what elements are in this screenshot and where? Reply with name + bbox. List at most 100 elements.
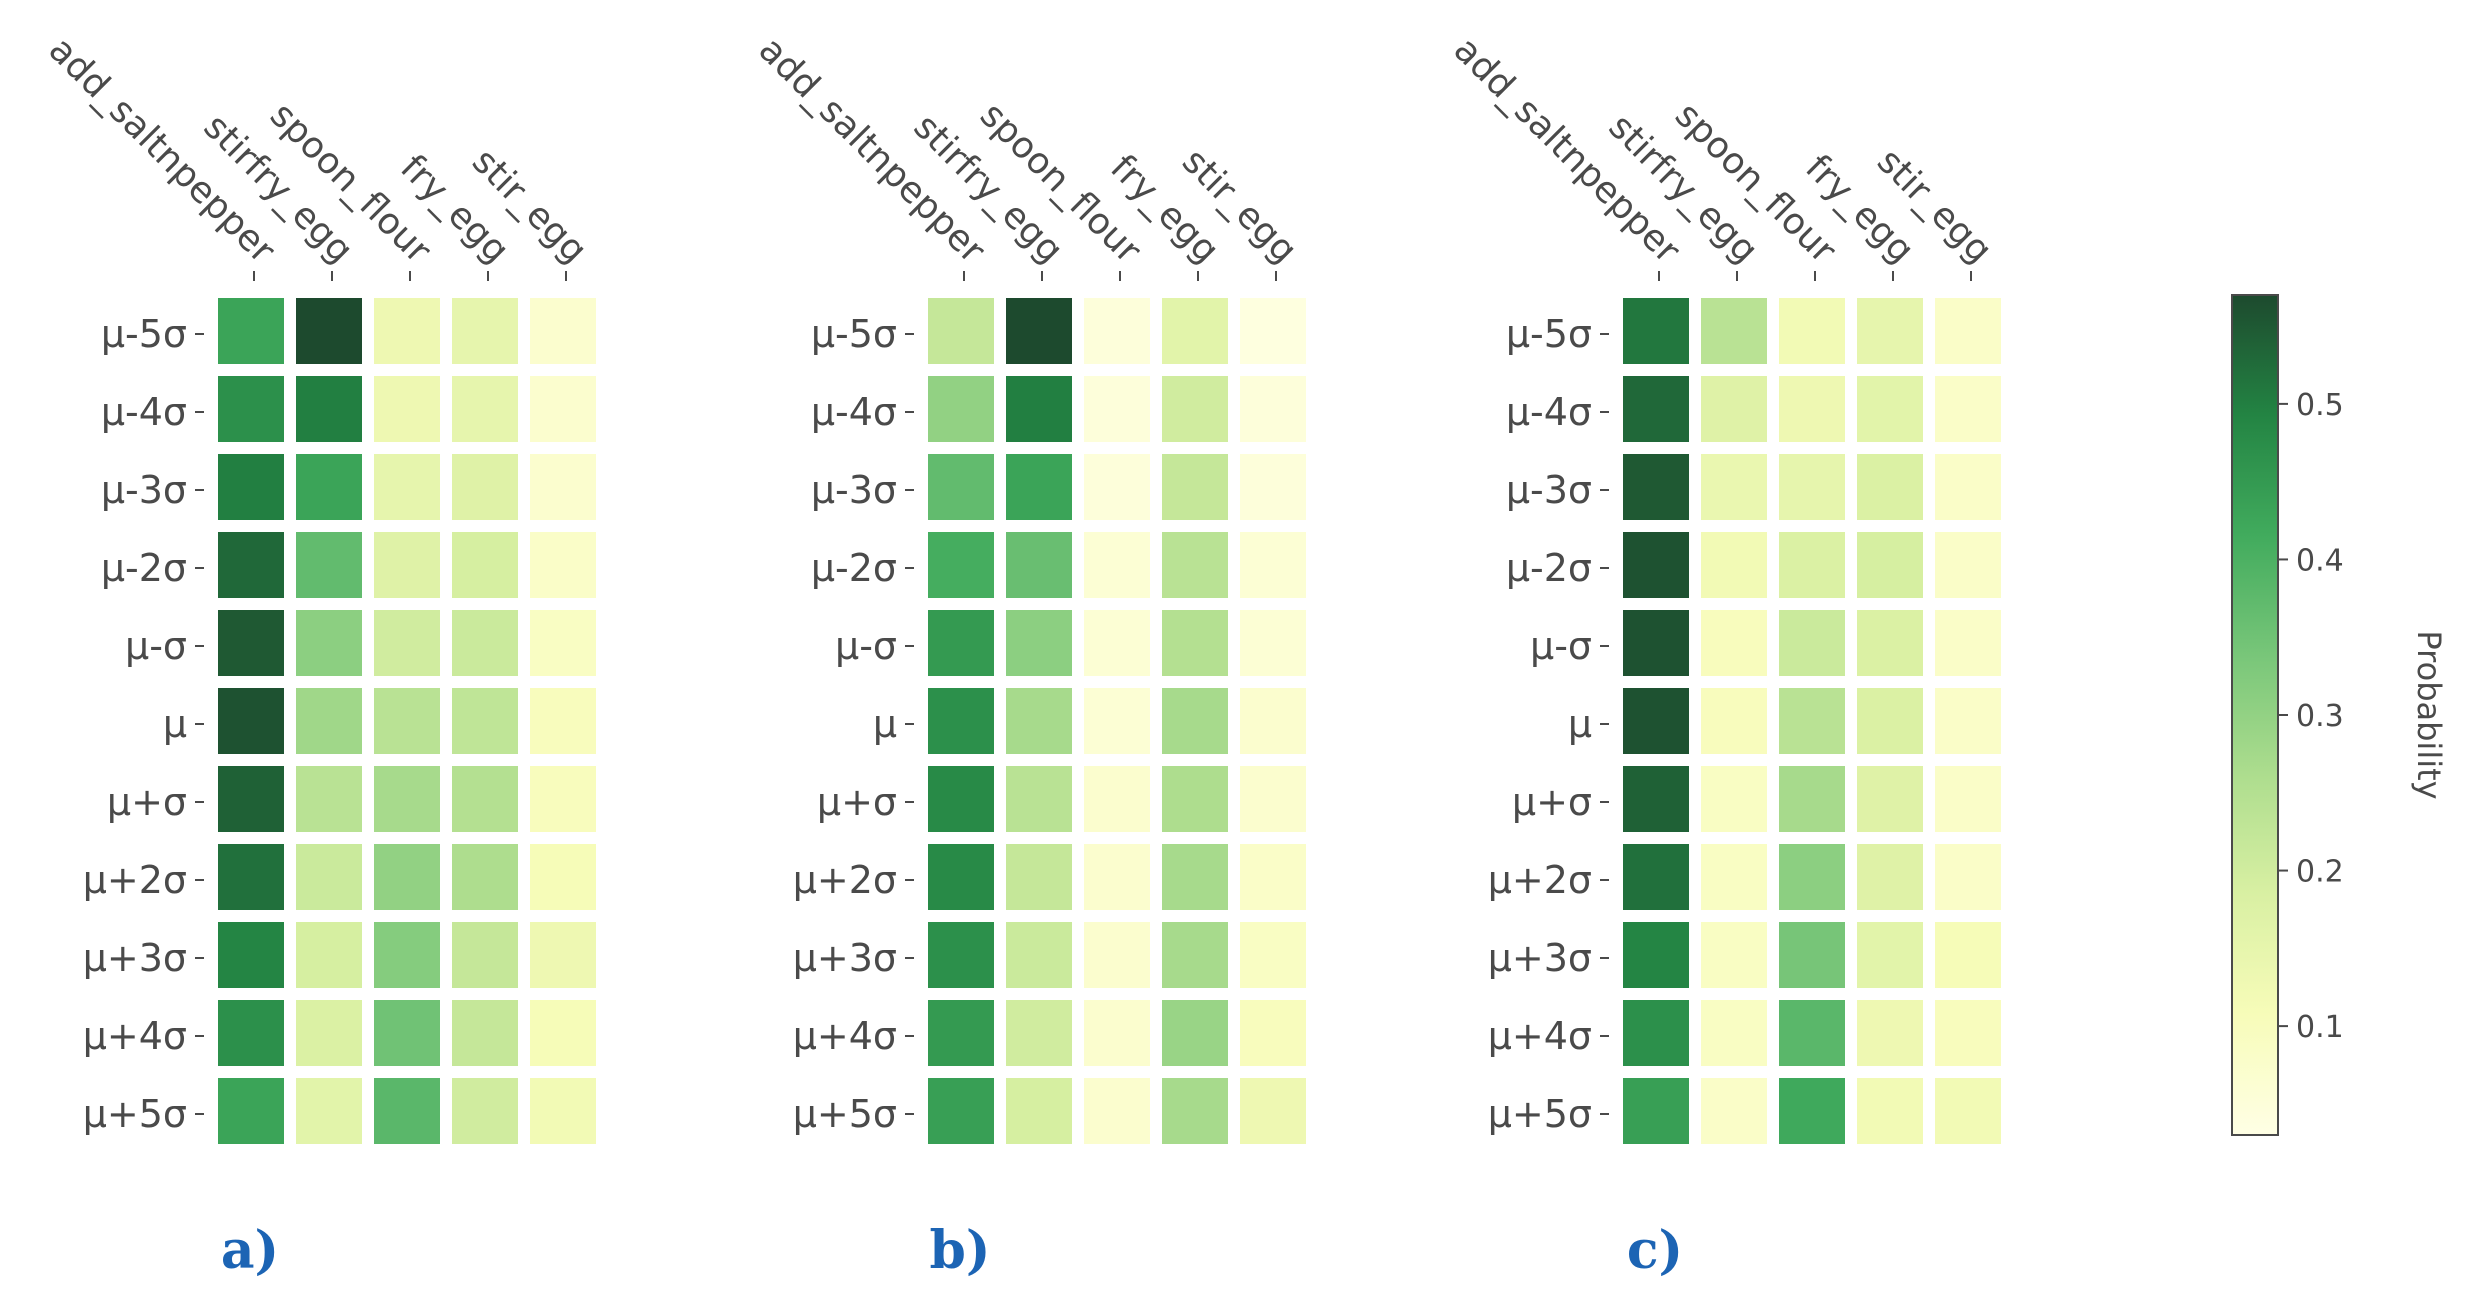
row-label: μ+3σ bbox=[83, 936, 187, 980]
heatmap-cell: 0.15 bbox=[452, 298, 518, 364]
heatmap-cell: 0.38 bbox=[374, 1078, 440, 1144]
heatmap-cell: 0.22 bbox=[928, 298, 994, 364]
heatmap-cell: 0.07 bbox=[1084, 1078, 1150, 1144]
colorbar: 0.1 0.2 0.3 0.4 0.5 Probability bbox=[2231, 294, 2448, 1136]
heatmap-cell: 0.07 bbox=[1084, 922, 1150, 988]
heatmap-cell: 0.24 bbox=[1006, 766, 1072, 832]
heatmap-cell: 0.45 bbox=[928, 610, 994, 676]
heatmap-cell: 0.43 bbox=[218, 1078, 284, 1144]
panel-label: b) bbox=[930, 1220, 991, 1281]
heatmap-cell: 0.07 bbox=[530, 298, 596, 364]
heatmap-cell: 0.53 bbox=[218, 532, 284, 598]
row-label: μ-2σ bbox=[101, 546, 187, 590]
heatmap-cell: 0.18 bbox=[1857, 688, 1923, 754]
row-label: μ-2σ bbox=[1506, 546, 1592, 590]
row-label: μ+σ bbox=[1512, 780, 1592, 824]
row-label: μ+3σ bbox=[793, 936, 897, 980]
row-label: μ+4σ bbox=[793, 1014, 897, 1058]
heatmap-cell: 0.19 bbox=[296, 922, 362, 988]
colorbar-tick-label: 0.5 bbox=[2296, 388, 2344, 423]
heatmap-cell: 0.5 bbox=[296, 376, 362, 442]
heatmap-cell: 0.47 bbox=[218, 1000, 284, 1066]
heatmap-cell: 0.21 bbox=[452, 610, 518, 676]
heatmap-cell: 0.57 bbox=[296, 298, 362, 364]
heatmap-cell: 0.1 bbox=[1701, 610, 1767, 676]
heatmap-cell: 0.18 bbox=[1779, 532, 1845, 598]
heatmap-cell: 0.08 bbox=[1935, 610, 2001, 676]
heatmap-cell: 0.56 bbox=[1623, 610, 1689, 676]
heatmap-cell: 0.16 bbox=[1857, 922, 1923, 988]
panel-label: a) bbox=[221, 1220, 279, 1281]
heatmap-cell: 0.17 bbox=[452, 454, 518, 520]
heatmap-cell: 0.14 bbox=[1701, 454, 1767, 520]
heatmap-cell: 0.56 bbox=[1623, 532, 1689, 598]
heatmap-cell: 0.25 bbox=[452, 766, 518, 832]
heatmap-cell: 0.37 bbox=[928, 454, 994, 520]
heatmap-cell: 0.55 bbox=[218, 610, 284, 676]
row-label: μ+4σ bbox=[83, 1014, 187, 1058]
heatmap-cell: 0.27 bbox=[1162, 922, 1228, 988]
heatmap-cell: 0.26 bbox=[452, 844, 518, 910]
heatmap-cell: 0.38 bbox=[1779, 1000, 1845, 1066]
panel-label: c) bbox=[1627, 1220, 1683, 1281]
row-label: μ+σ bbox=[817, 780, 897, 824]
colorbar-title: Probability bbox=[2410, 630, 2448, 799]
row-label: μ-5σ bbox=[101, 312, 187, 356]
heatmap-cell: 0.08 bbox=[1935, 532, 2001, 598]
heatmap-cell: 0.54 bbox=[218, 766, 284, 832]
heatmap-cell: 0.04 bbox=[1240, 298, 1306, 364]
row-label: μ+4σ bbox=[1488, 1014, 1592, 1058]
heatmap-cell: 0.52 bbox=[218, 844, 284, 910]
heatmap-cell: 0.2 bbox=[1006, 1000, 1072, 1066]
heatmap-cell: 0.13 bbox=[374, 298, 440, 364]
heatmap-cell: 0.06 bbox=[1084, 610, 1150, 676]
heatmap-cell: 0.43 bbox=[1006, 454, 1072, 520]
row-label: μ+5σ bbox=[1488, 1092, 1592, 1136]
heatmap-cell: 0.45 bbox=[928, 1000, 994, 1066]
heatmap-cell: 0.25 bbox=[1162, 610, 1228, 676]
heatmap-cell: 0.07 bbox=[1084, 1000, 1150, 1066]
heatmap-cell: 0.24 bbox=[296, 766, 362, 832]
heatmap-panels: 0.430.570.130.150.070.470.50.130.150.070… bbox=[41, 29, 2001, 1281]
heatmap-cell: 0.26 bbox=[1162, 766, 1228, 832]
heatmap-cell: 0.47 bbox=[218, 376, 284, 442]
heatmap-cell: 0.17 bbox=[1857, 844, 1923, 910]
heatmap-cell: 0.08 bbox=[1935, 298, 2001, 364]
heatmap-cell: 0.06 bbox=[1240, 610, 1306, 676]
heatmap-cell: 0.21 bbox=[1779, 610, 1845, 676]
heatmap-cell: 0.12 bbox=[1857, 1078, 1923, 1144]
heatmap-cell: 0.5 bbox=[1006, 376, 1072, 442]
row-label: μ-4σ bbox=[1506, 390, 1592, 434]
heatmap-cell: 0.2 bbox=[1162, 376, 1228, 442]
heatmap-cell: 0.29 bbox=[1162, 1000, 1228, 1066]
heatmap-cell: 0.11 bbox=[1935, 922, 2001, 988]
colorbar-tick-label: 0.4 bbox=[2296, 543, 2344, 578]
heatmap-cell: 0.08 bbox=[1240, 844, 1306, 910]
heatmap-cell: 0.24 bbox=[1701, 298, 1767, 364]
heatmap-cell: 0.16 bbox=[296, 1078, 362, 1144]
row-label: μ-4σ bbox=[811, 390, 897, 434]
heatmap-cell: 0.27 bbox=[1779, 766, 1845, 832]
heatmap-cell: 0.15 bbox=[374, 454, 440, 520]
heatmap-cell: 0.41 bbox=[928, 532, 994, 598]
heatmap-cell: 0.3 bbox=[374, 844, 440, 910]
heatmap-cell: 0.27 bbox=[1006, 688, 1072, 754]
heatmap-cell: 0.22 bbox=[452, 1000, 518, 1066]
heatmap-cell: 0.22 bbox=[452, 922, 518, 988]
row-label: μ-4σ bbox=[101, 390, 187, 434]
heatmap-cell: 0.52 bbox=[1623, 844, 1689, 910]
row-label: μ-2σ bbox=[811, 546, 897, 590]
heatmap-panel-1: 0.430.570.130.150.070.470.50.130.150.070… bbox=[41, 29, 596, 1281]
heatmap-cell: 0.21 bbox=[1006, 922, 1072, 988]
heatmap-cell: 0.06 bbox=[1084, 688, 1150, 754]
heatmap-cell: 0.13 bbox=[1779, 376, 1845, 442]
heatmap-cell: 0.27 bbox=[1162, 1078, 1228, 1144]
heatmap-cell: 0.51 bbox=[1623, 298, 1689, 364]
row-label: μ+3σ bbox=[1488, 936, 1592, 980]
heatmap-cell: 0.12 bbox=[1779, 298, 1845, 364]
heatmap-cell: 0.48 bbox=[928, 766, 994, 832]
heatmap-cell: 0.1 bbox=[530, 766, 596, 832]
heatmap-cell: 0.55 bbox=[1623, 454, 1689, 520]
heatmap-cell: 0.07 bbox=[1240, 688, 1306, 754]
heatmap-panel-3: 0.510.240.120.150.080.530.170.130.160.08… bbox=[1446, 29, 2001, 1281]
